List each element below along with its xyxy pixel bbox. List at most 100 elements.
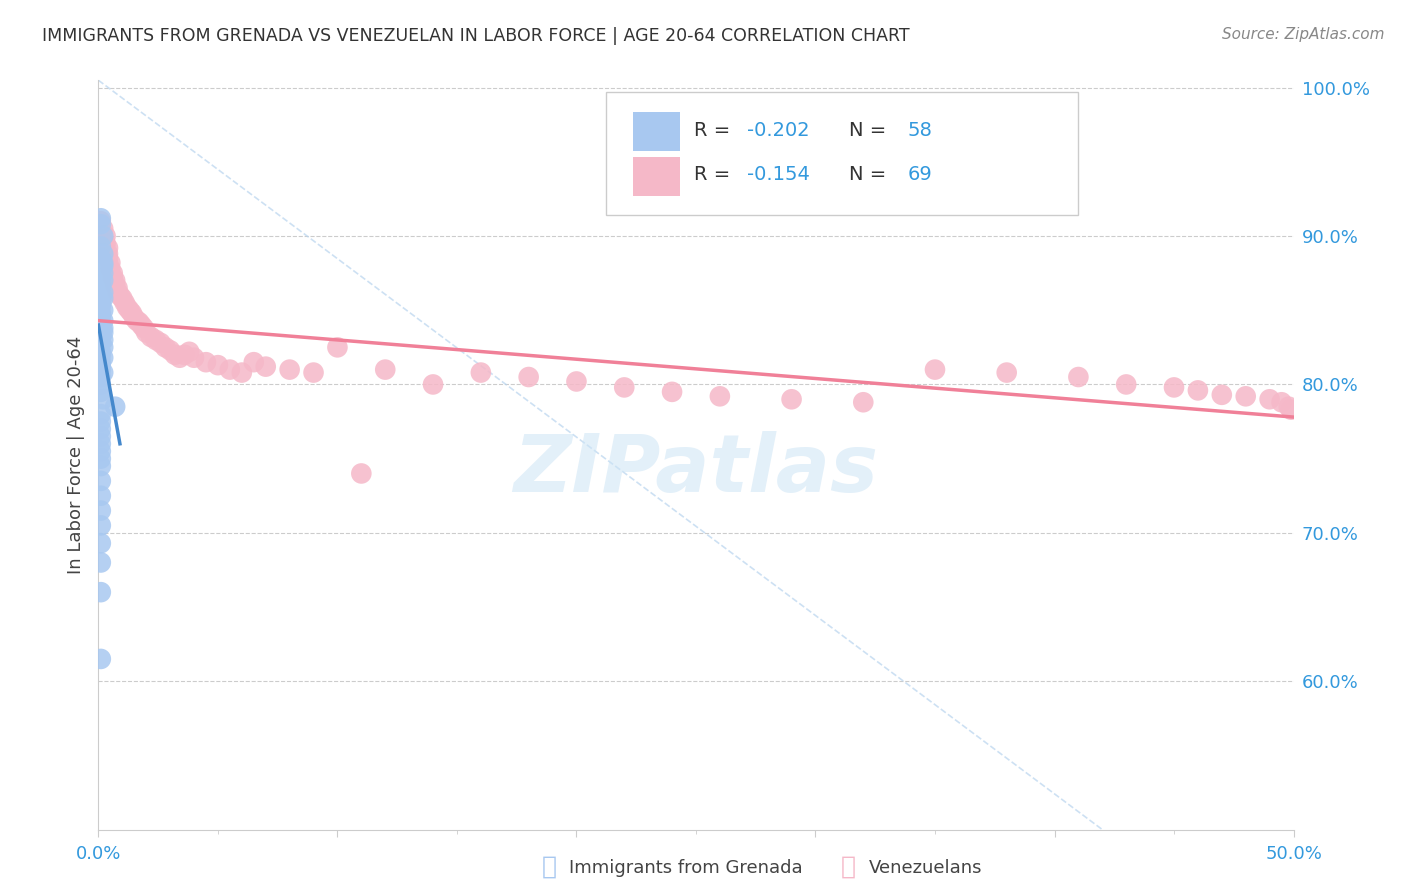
Point — [90, 306, 112, 320]
Point — [90, 211, 112, 226]
Point — [374, 362, 396, 376]
Point — [517, 370, 540, 384]
Point — [231, 366, 253, 380]
Point — [91, 221, 114, 235]
Point — [107, 281, 129, 295]
Text: Source: ZipAtlas.com: Source: ZipAtlas.com — [1222, 27, 1385, 42]
Point — [91, 340, 114, 354]
Point — [1234, 389, 1257, 403]
Point — [125, 313, 148, 327]
Point — [90, 310, 112, 325]
Text: Immigrants from Grenada: Immigrants from Grenada — [569, 859, 803, 877]
Text: R =: R = — [693, 165, 737, 184]
Point — [132, 321, 155, 335]
Point — [90, 328, 112, 343]
Point — [1278, 400, 1301, 414]
Point — [302, 366, 325, 380]
Text: 69: 69 — [907, 165, 932, 184]
Point — [661, 384, 683, 399]
Point — [90, 474, 112, 488]
Point — [163, 348, 186, 362]
Point — [128, 315, 150, 329]
Point — [107, 285, 129, 300]
Point — [90, 355, 112, 369]
Text: ZIPatlas: ZIPatlas — [513, 431, 879, 509]
Point — [90, 458, 112, 473]
Point — [90, 359, 112, 374]
Point — [111, 292, 134, 306]
Point — [90, 277, 112, 291]
Point — [565, 375, 588, 389]
Point — [98, 256, 122, 270]
Point — [90, 556, 112, 570]
Text: -0.202: -0.202 — [748, 121, 810, 140]
Point — [90, 489, 112, 503]
Point — [145, 333, 167, 347]
Point — [108, 288, 131, 302]
Point — [1211, 388, 1233, 402]
Point — [91, 292, 114, 306]
Point — [155, 340, 177, 354]
Point — [90, 335, 112, 350]
Point — [709, 389, 731, 403]
Point — [91, 313, 114, 327]
Point — [924, 362, 946, 376]
Point — [124, 310, 146, 325]
Point — [90, 281, 112, 295]
Point — [91, 303, 114, 318]
Point — [91, 256, 114, 270]
Point — [90, 536, 112, 550]
Point — [90, 344, 112, 359]
Point — [91, 333, 114, 347]
Point — [91, 366, 114, 380]
Point — [1115, 377, 1137, 392]
Point — [97, 247, 120, 261]
Point — [90, 318, 112, 332]
Point — [470, 366, 492, 380]
Point — [90, 451, 112, 466]
Point — [94, 229, 117, 244]
Point — [90, 296, 112, 310]
Point — [90, 407, 112, 421]
Point — [97, 241, 120, 255]
Point — [118, 303, 141, 318]
Point — [90, 422, 112, 436]
Point — [139, 330, 162, 344]
Point — [780, 392, 803, 407]
Point — [219, 362, 242, 376]
Point — [90, 261, 112, 276]
Point — [101, 270, 124, 285]
Point — [173, 348, 195, 362]
Point — [159, 343, 181, 358]
Point — [278, 362, 301, 376]
Point — [91, 326, 114, 340]
Point — [149, 335, 172, 350]
Point — [91, 351, 114, 365]
Text: N =: N = — [849, 165, 893, 184]
Point — [90, 415, 112, 429]
Point — [90, 384, 112, 399]
Point — [207, 358, 229, 372]
Point — [1258, 392, 1281, 407]
Point — [91, 321, 114, 335]
Point — [90, 518, 112, 533]
Point — [94, 236, 117, 251]
Point — [90, 239, 112, 253]
Point — [90, 362, 112, 376]
Point — [90, 214, 112, 228]
Point — [90, 288, 112, 302]
Point — [90, 348, 112, 362]
Point — [179, 344, 201, 359]
FancyBboxPatch shape — [633, 157, 681, 195]
FancyBboxPatch shape — [606, 92, 1078, 215]
Point — [1279, 402, 1302, 417]
Point — [243, 355, 266, 369]
Point — [90, 299, 112, 313]
Point — [115, 300, 138, 314]
Point — [852, 395, 875, 409]
Point — [91, 274, 114, 288]
Point — [91, 247, 114, 261]
Text: Venezuelans: Venezuelans — [869, 859, 983, 877]
Point — [101, 266, 124, 280]
Point — [195, 355, 218, 369]
